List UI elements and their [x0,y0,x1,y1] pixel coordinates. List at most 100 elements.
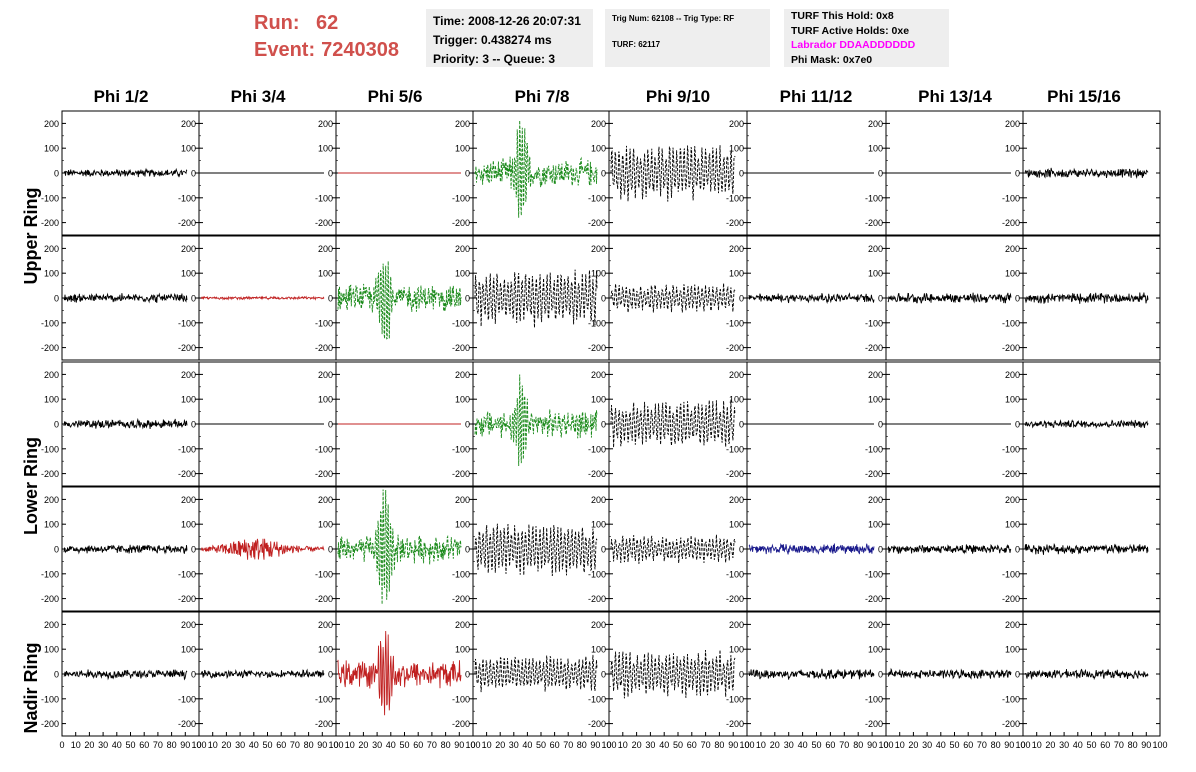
time-line: Time: 2008-12-26 20:07:31 [433,14,581,28]
y-tick-label: -200 [452,343,470,353]
y-tick-label: -200 [865,218,883,228]
y-tick-label: -100 [178,193,196,203]
y-tick-label: 0 [465,169,470,179]
x-tick-label: 60 [550,740,560,750]
turf-this-hold: TURF This Hold: 0x8 [791,10,894,22]
phi-header: Phi 13/14 [918,87,992,106]
waveform-trace [887,667,1012,680]
event-row: Event: 7240308 [254,37,399,64]
x-tick-label: 80 [714,740,724,750]
waveform-panel: 200 100 0 -100 -200 [588,611,748,737]
y-tick-label: 100 [44,395,59,405]
waveform-trace [63,417,188,430]
waveform-trace [337,630,462,716]
trigger-info-box: Trig Num: 62108 -- Trig Type: RF TURF: 6… [605,9,770,67]
y-tick-label: 0 [328,545,333,555]
y-tick-label: 200 [591,119,606,129]
waveform-panel: 200 100 0 -100 -200 [588,361,748,487]
y-tick-label: -100 [1002,569,1020,579]
x-tick-label: 40 [1073,740,1083,750]
y-tick-label: 100 [1005,645,1020,655]
y-tick-label: 100 [44,269,59,279]
y-tick-label: -200 [178,594,196,604]
x-tick-label: 30 [784,740,794,750]
y-tick-label: 0 [878,420,883,430]
x-tick-label: 40 [522,740,532,750]
y-tick-label: -200 [865,343,883,353]
y-tick-label: 0 [1015,420,1020,430]
x-tick-label: 30 [645,740,655,750]
waveform-trace [474,120,598,218]
waveform-trace [1024,167,1149,179]
waveform-trace [1024,419,1149,429]
y-tick-label: 0 [1015,294,1020,304]
waveform-trace [200,295,325,301]
x-tick-label: 80 [304,740,314,750]
waveform-panel: 200 100 0 -100 -200 [1002,486,1161,612]
x-tick-label: 0 [1020,740,1025,750]
y-tick-label: -100 [865,193,883,203]
y-tick-label: -200 [41,719,59,729]
x-tick-label: 0 [59,740,64,750]
y-tick-label: -100 [1002,193,1020,203]
y-tick-label: 200 [455,495,470,505]
y-tick-label: 200 [868,495,883,505]
phi-header: Phi 11/12 [779,87,853,106]
waveform-trace [200,538,325,560]
waveform-panel: 200 100 0 -100 -200 [178,611,337,737]
waveform-panel: 200 100 0 -100 -200 [865,110,1024,236]
y-tick-label: 100 [318,269,333,279]
waveform-panel: 200 100 0 -100 -200 [726,110,887,236]
y-tick-label: 0 [191,294,196,304]
phi-header: Phi 7/8 [514,87,570,106]
waveform-trace [200,668,325,680]
waveform-panel: 200 100 0 -100 -200 [726,611,887,737]
x-tick-label: 90 [867,740,877,750]
y-tick-label: 0 [191,169,196,179]
x-tick-label: 70 [153,740,163,750]
waveform-panel: 200 100 0 -100 -200 [315,486,474,612]
trig-num-line: Trig Num: 62108 -- Trig Type: RF [612,14,735,23]
x-tick-label: 80 [167,740,177,750]
waveform-panel: 200 100 0 -100 -200 [865,611,1024,737]
x-tick-label: 10 [618,740,628,750]
x-tick-label: 40 [798,740,808,750]
y-tick-label: 200 [181,119,196,129]
y-tick-label: 100 [729,645,744,655]
x-tick-label: 100 [1152,740,1167,750]
y-tick-label: 100 [318,645,333,655]
x-tick-label: 40 [112,740,122,750]
y-tick-label: 200 [1005,370,1020,380]
y-tick-label: -200 [452,719,470,729]
y-tick-label: 100 [455,269,470,279]
x-tick-label: 50 [536,740,546,750]
y-tick-label: 100 [868,645,883,655]
phi-header: Phi 15/16 [1047,87,1121,106]
waveform-panel: 200 100 0 -100 -200 [315,235,474,361]
x-tick-label: 30 [1059,740,1069,750]
waveform-trace [748,668,875,680]
waveform-trace [610,399,736,448]
event-label: Event: [254,39,316,61]
x-tick-label: 100 [601,740,616,750]
x-tick-label: 50 [673,740,683,750]
x-tick-label: 70 [290,740,300,750]
x-tick-label: 70 [977,740,987,750]
y-tick-label: 100 [729,395,744,405]
y-tick-label: 200 [868,244,883,254]
y-tick-label: 0 [191,545,196,555]
y-tick-label: -100 [726,444,744,454]
y-tick-label: 100 [44,144,59,154]
x-tick-label: 90 [590,740,600,750]
y-tick-label: 0 [878,545,883,555]
x-tick-label: 0 [744,740,749,750]
x-tick-label: 90 [180,740,190,750]
x-tick-label: 60 [963,740,973,750]
y-tick-label: -100 [41,694,59,704]
x-tick-label: 30 [922,740,932,750]
waveform-trace [610,534,736,564]
waveform-trace [63,669,188,681]
y-tick-label: -100 [588,569,606,579]
waveform-panel: 200 100 0 -100 -200 [41,235,200,361]
waveform-panel: 200 100 0 -100 -200 [726,361,887,487]
